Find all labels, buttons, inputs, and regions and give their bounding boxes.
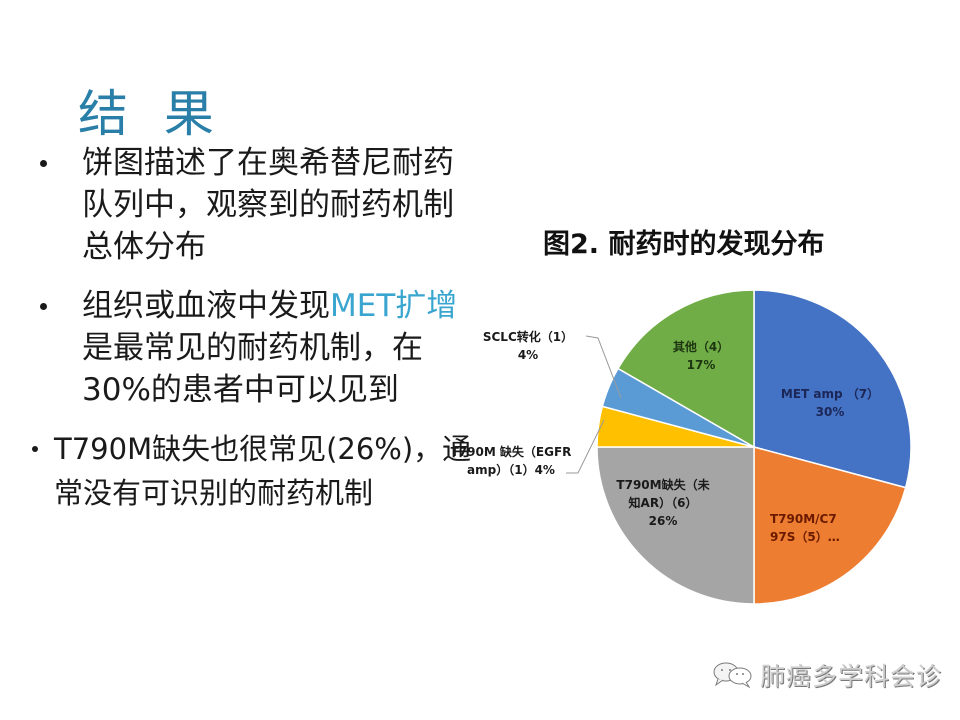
pie-slice (596, 446, 755, 605)
label-line: 4% (517, 348, 539, 362)
slice-label-met-amp: MET amp （7） 30% (770, 385, 890, 421)
bullet-text-part: 是最常见的耐药机制，在30%的患者中可以见到 (82, 330, 423, 408)
label-line: 知AR）（6） (628, 496, 698, 510)
slide-title: 结 果 (78, 84, 224, 143)
bullet-dot-icon (32, 446, 38, 452)
bullet-dot-icon (40, 160, 47, 167)
label-line: T790M缺失（未 (616, 478, 710, 492)
sub-bullet-item: T790M缺失也很常见(26%)，通常没有可识别的耐药机制 (32, 427, 472, 515)
watermark-text: 肺癌多学科会诊 (760, 662, 943, 691)
label-line: MET amp （7） (780, 387, 880, 401)
chart-title: 图2. 耐药时的发现分布 (543, 229, 825, 260)
leader-line-egfr (566, 419, 605, 474)
bullet-text: T790M缺失也很常见(26%)，通常没有可识别的耐药机制 (54, 432, 472, 510)
pie-slice (753, 446, 907, 605)
slice-label-sclc: SCLC转化（1） 4% (468, 328, 588, 364)
bullet-dot-icon (40, 303, 47, 310)
pie-slices (596, 289, 912, 605)
slice-label-other: 其他（4） 17% (656, 338, 746, 374)
bullet-item: 组织或血液中发现MET扩增是最常见的耐药机制，在30%的患者中可以见到 (40, 285, 470, 411)
label-line: amp）（1）4% (467, 463, 555, 477)
bullet-text: 饼图描述了在奥希替尼耐药队列中，观察到的耐药机制总体分布 (82, 145, 454, 265)
label-line: SCLC转化（1） (482, 330, 574, 344)
label-line: 其他（4） (672, 340, 730, 354)
label-line: 26% (648, 514, 678, 528)
slice-label-t790m-loss-unknown: T790M缺失（未 知AR）（6） 26% (598, 476, 728, 530)
leader-line-sclc (585, 335, 622, 399)
slice-label-t790m-loss-egfr-amp: T790M 缺失（EGFR amp）（1）4% (440, 443, 582, 479)
pie-slice (753, 289, 912, 489)
label-line: 17% (686, 358, 716, 372)
bullet-item: 饼图描述了在奥希替尼耐药队列中，观察到的耐药机制总体分布 (40, 142, 470, 268)
watermark: 肺癌多学科会诊 (712, 660, 943, 691)
label-line: T790M 缺失（EGFR (450, 445, 572, 459)
pie-slice (617, 289, 755, 449)
label-line: 30% (815, 405, 845, 419)
slice-label-t790m-c797s: T790M/C7 97S（5）… (770, 510, 880, 546)
label-line: T790M/C7 (770, 512, 837, 526)
chat-bubbles-icon (713, 662, 752, 689)
highlight-text: MET扩增 (330, 288, 458, 324)
bullet-text-part: 组织或血液中发现 (82, 288, 330, 324)
bullet-text: 组织或血液中发现MET扩增是最常见的耐药机制，在30%的患者中可以见到 (82, 285, 470, 411)
label-line: 97S（5）… (770, 530, 840, 544)
